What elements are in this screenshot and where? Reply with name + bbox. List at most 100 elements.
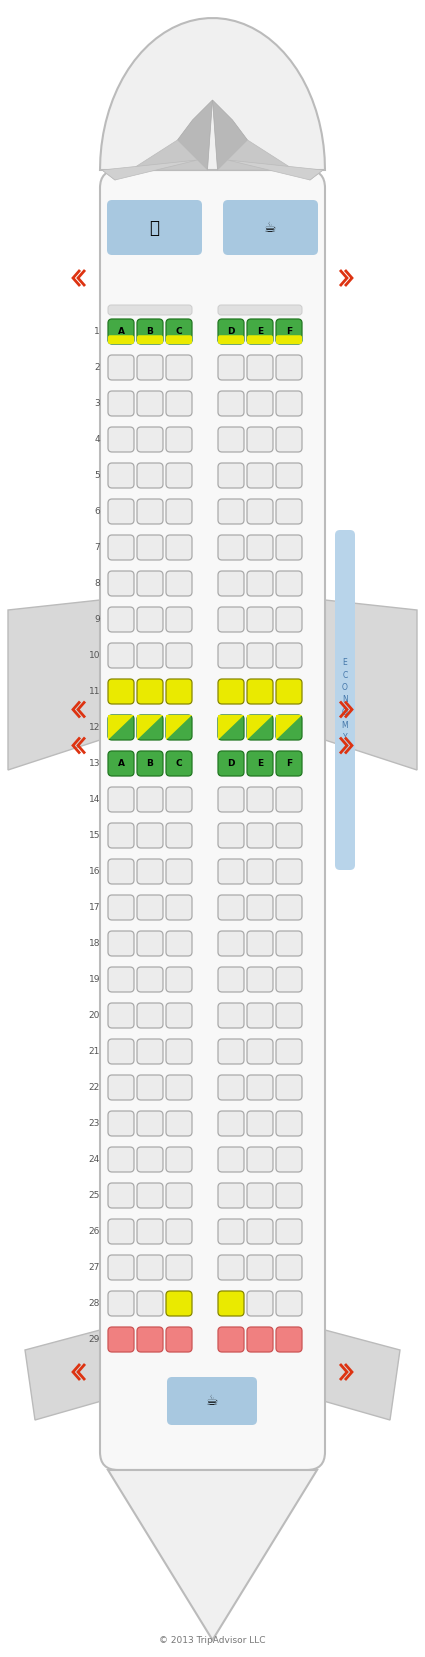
Polygon shape	[108, 716, 134, 741]
FancyBboxPatch shape	[276, 391, 302, 416]
FancyBboxPatch shape	[276, 716, 302, 741]
FancyBboxPatch shape	[137, 824, 163, 848]
FancyBboxPatch shape	[276, 1147, 302, 1171]
Polygon shape	[276, 716, 302, 741]
FancyBboxPatch shape	[247, 787, 273, 812]
Text: A: A	[117, 759, 125, 767]
Text: 20: 20	[89, 1011, 100, 1021]
FancyBboxPatch shape	[166, 499, 192, 524]
Polygon shape	[218, 716, 244, 741]
Polygon shape	[25, 1331, 105, 1420]
FancyBboxPatch shape	[166, 355, 192, 379]
Text: 13: 13	[88, 759, 100, 767]
Text: 1: 1	[94, 326, 100, 336]
FancyBboxPatch shape	[137, 858, 163, 883]
FancyBboxPatch shape	[166, 858, 192, 883]
FancyBboxPatch shape	[166, 1110, 192, 1137]
FancyBboxPatch shape	[247, 355, 273, 379]
FancyBboxPatch shape	[276, 1183, 302, 1208]
Text: ☕: ☕	[264, 220, 277, 235]
FancyBboxPatch shape	[108, 428, 134, 452]
FancyBboxPatch shape	[218, 320, 244, 345]
FancyBboxPatch shape	[247, 858, 273, 883]
FancyBboxPatch shape	[137, 1147, 163, 1171]
FancyBboxPatch shape	[137, 606, 163, 631]
Polygon shape	[218, 139, 323, 181]
Text: 9: 9	[94, 615, 100, 625]
FancyBboxPatch shape	[166, 391, 192, 416]
FancyBboxPatch shape	[218, 931, 244, 956]
FancyBboxPatch shape	[108, 1220, 134, 1244]
FancyBboxPatch shape	[108, 968, 134, 993]
FancyBboxPatch shape	[218, 1075, 244, 1100]
FancyBboxPatch shape	[137, 931, 163, 956]
FancyBboxPatch shape	[166, 535, 192, 560]
FancyBboxPatch shape	[166, 1147, 192, 1171]
FancyBboxPatch shape	[247, 1075, 273, 1100]
FancyBboxPatch shape	[218, 1147, 244, 1171]
FancyBboxPatch shape	[166, 462, 192, 489]
FancyBboxPatch shape	[108, 1183, 134, 1208]
FancyBboxPatch shape	[223, 200, 318, 255]
FancyBboxPatch shape	[137, 751, 163, 775]
FancyBboxPatch shape	[276, 1039, 302, 1064]
Text: E: E	[257, 326, 263, 336]
FancyBboxPatch shape	[247, 428, 273, 452]
Text: F: F	[286, 326, 292, 336]
FancyBboxPatch shape	[218, 335, 244, 345]
Text: E
C
O
N
O
M
Y: E C O N O M Y	[342, 658, 348, 742]
FancyBboxPatch shape	[247, 335, 273, 345]
FancyBboxPatch shape	[218, 1327, 244, 1352]
FancyBboxPatch shape	[137, 679, 163, 704]
FancyBboxPatch shape	[137, 716, 163, 741]
FancyBboxPatch shape	[218, 462, 244, 489]
FancyBboxPatch shape	[276, 824, 302, 848]
FancyBboxPatch shape	[137, 499, 163, 524]
Text: 12: 12	[89, 722, 100, 732]
Text: 21: 21	[89, 1047, 100, 1056]
Text: 29: 29	[89, 1336, 100, 1344]
FancyBboxPatch shape	[137, 355, 163, 379]
FancyBboxPatch shape	[247, 931, 273, 956]
Text: E: E	[257, 759, 263, 767]
FancyBboxPatch shape	[166, 1002, 192, 1027]
Polygon shape	[178, 99, 212, 171]
Text: C: C	[176, 759, 182, 767]
FancyBboxPatch shape	[108, 335, 134, 345]
Text: 14: 14	[89, 795, 100, 804]
FancyBboxPatch shape	[276, 572, 302, 597]
FancyBboxPatch shape	[218, 858, 244, 883]
Text: D: D	[227, 326, 235, 336]
FancyBboxPatch shape	[108, 716, 134, 741]
Polygon shape	[227, 161, 323, 181]
Text: 3: 3	[94, 399, 100, 408]
FancyBboxPatch shape	[137, 428, 163, 452]
FancyBboxPatch shape	[137, 1110, 163, 1137]
FancyBboxPatch shape	[107, 200, 202, 255]
Text: 22: 22	[89, 1084, 100, 1092]
FancyBboxPatch shape	[218, 787, 244, 812]
FancyBboxPatch shape	[247, 462, 273, 489]
FancyBboxPatch shape	[166, 931, 192, 956]
FancyBboxPatch shape	[276, 787, 302, 812]
FancyBboxPatch shape	[276, 499, 302, 524]
FancyBboxPatch shape	[108, 824, 134, 848]
FancyBboxPatch shape	[247, 1183, 273, 1208]
Polygon shape	[247, 716, 273, 741]
FancyBboxPatch shape	[218, 355, 244, 379]
FancyBboxPatch shape	[276, 320, 302, 345]
FancyBboxPatch shape	[218, 1002, 244, 1027]
FancyBboxPatch shape	[137, 1220, 163, 1244]
FancyBboxPatch shape	[100, 171, 325, 1470]
FancyBboxPatch shape	[166, 1039, 192, 1064]
Text: 6: 6	[94, 507, 100, 515]
FancyBboxPatch shape	[137, 462, 163, 489]
FancyBboxPatch shape	[276, 1254, 302, 1279]
FancyBboxPatch shape	[218, 751, 244, 775]
FancyBboxPatch shape	[218, 305, 302, 315]
FancyBboxPatch shape	[137, 1291, 163, 1316]
Text: B: B	[147, 326, 153, 336]
FancyBboxPatch shape	[335, 530, 355, 870]
FancyBboxPatch shape	[247, 1220, 273, 1244]
FancyBboxPatch shape	[166, 643, 192, 668]
